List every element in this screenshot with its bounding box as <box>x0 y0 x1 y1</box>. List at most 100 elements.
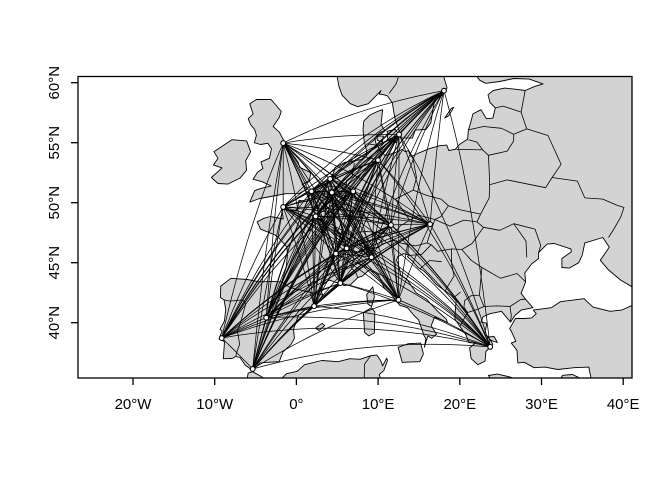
network-edge <box>377 159 431 225</box>
network-edge <box>221 142 284 339</box>
network-edge <box>340 282 399 301</box>
city-node <box>332 250 339 257</box>
country-border <box>410 156 417 191</box>
country-border <box>448 205 481 215</box>
country-border <box>461 227 484 250</box>
network-edge <box>221 216 316 339</box>
network-edge <box>353 191 431 225</box>
y-tick-label: 50°N <box>46 186 63 220</box>
network-edge <box>221 337 253 370</box>
axes-layer: 20°W 10°W 0° 10°E 20°E 30°E 40°E 40°N 45°N 50°N 55… <box>46 66 640 413</box>
network-edge <box>311 134 400 192</box>
city-node <box>328 189 335 196</box>
country-border <box>463 300 468 313</box>
country-border <box>520 111 528 130</box>
network-edge <box>315 216 399 301</box>
city-node <box>312 213 319 220</box>
network-edge <box>221 206 284 339</box>
country-border <box>454 291 461 298</box>
land-polygon <box>509 298 632 378</box>
network-edge <box>252 343 491 370</box>
network-edge <box>335 253 372 258</box>
network-edge <box>329 178 392 226</box>
country-border <box>513 223 542 253</box>
network-edge <box>377 159 491 348</box>
y-tick-label: 40°N <box>46 306 63 340</box>
network-edge <box>283 192 332 208</box>
network-edge <box>331 159 379 193</box>
city-node <box>427 221 434 228</box>
country-border <box>513 128 527 135</box>
x-tick-label: 20°W <box>115 396 153 413</box>
network-edge <box>340 282 491 348</box>
network-edge <box>335 191 354 254</box>
network-edge <box>335 253 491 348</box>
network-edge <box>329 178 431 225</box>
network-edge <box>371 134 400 258</box>
city-node <box>327 175 334 182</box>
network-edge <box>315 216 491 348</box>
country-border <box>426 219 436 244</box>
country-border <box>481 267 526 283</box>
network-edge <box>314 305 491 348</box>
city-node <box>487 343 494 350</box>
network-edge <box>329 178 354 192</box>
network-edge <box>443 90 491 347</box>
network-edge <box>331 191 354 193</box>
network-edge <box>252 317 267 370</box>
city-node <box>396 131 403 138</box>
land-polygon <box>560 374 579 378</box>
country-border <box>520 90 526 113</box>
network-edge <box>283 206 431 225</box>
network-edge <box>352 191 399 301</box>
network-edge <box>221 90 445 339</box>
country-border <box>480 149 491 215</box>
city-node <box>388 222 394 228</box>
network-edge <box>252 305 315 370</box>
network-edge <box>283 206 392 226</box>
country-border <box>509 298 526 307</box>
network-edge <box>266 316 491 348</box>
network-edge <box>283 190 312 208</box>
network-edge <box>265 223 431 318</box>
country-border <box>526 128 562 178</box>
land-polygon <box>247 99 312 203</box>
country-border <box>476 221 484 228</box>
network-edge <box>252 143 284 370</box>
network-edge <box>221 256 372 339</box>
country-border <box>483 305 511 307</box>
country-border <box>464 294 480 301</box>
network-edge <box>266 282 341 319</box>
city-node <box>395 296 402 303</box>
city-node <box>368 254 375 261</box>
network-edge <box>346 159 379 249</box>
y-tick-label: 55°N <box>46 126 63 160</box>
country-border <box>461 249 483 268</box>
network-edge <box>221 317 267 339</box>
x-tick-label: 0° <box>289 396 303 413</box>
network-edge <box>335 253 341 284</box>
city-node <box>218 335 225 342</box>
network-edges-layer <box>221 90 491 370</box>
x-tick-label: 20°E <box>443 396 476 413</box>
network-edge <box>266 305 315 319</box>
network-edge <box>252 299 399 370</box>
network-edge <box>331 192 392 226</box>
network-edge <box>315 216 392 226</box>
network-edge <box>282 134 400 208</box>
x-tick-label: 30°E <box>525 396 558 413</box>
country-border <box>479 267 483 296</box>
land-polygon <box>487 373 512 378</box>
network-edge <box>252 248 347 370</box>
network-edge <box>313 248 347 307</box>
country-border <box>467 306 485 313</box>
city-node <box>308 188 315 195</box>
city-node <box>441 87 447 94</box>
network-edge <box>315 134 400 217</box>
network-edge <box>221 191 312 339</box>
network-edge <box>346 134 400 249</box>
city-node <box>280 204 287 210</box>
land-polygon <box>487 336 498 343</box>
network-edge <box>221 253 337 339</box>
